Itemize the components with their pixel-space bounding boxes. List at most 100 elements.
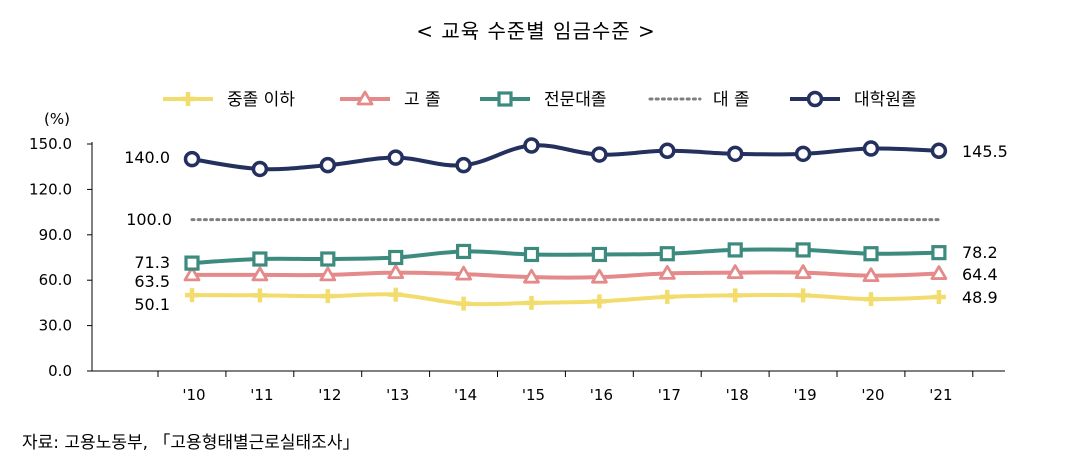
data-point — [456, 243, 472, 260]
data-point — [388, 287, 403, 302]
data-point — [387, 264, 405, 280]
data-point — [658, 264, 676, 280]
data-point — [591, 146, 608, 163]
data-point — [931, 289, 946, 304]
x-tick-label: '14 — [454, 386, 477, 404]
data-point — [931, 245, 947, 261]
legend-item-2: 고 졸 — [340, 90, 441, 110]
data-label-end: 145.5 — [962, 142, 1008, 161]
data-point — [320, 251, 336, 267]
data-point — [591, 246, 608, 263]
series-1 — [185, 287, 946, 311]
series-line — [191, 292, 939, 307]
data-point — [455, 156, 472, 174]
legend-label: 전문대졸 — [544, 90, 607, 110]
legend-marker — [181, 92, 195, 106]
data-label-start: 50.1 — [134, 295, 170, 314]
legend-label: 고 졸 — [404, 90, 441, 110]
legend-item-1: 중졸 이하 — [163, 90, 295, 110]
data-point — [930, 265, 948, 280]
series-5 — [183, 137, 948, 178]
y-tick-label: 0.0 — [48, 362, 72, 380]
data-point — [726, 145, 744, 163]
legend-label: 대 졸 — [713, 90, 750, 110]
legend-marker — [806, 90, 824, 108]
x-tick-label: '10 — [182, 386, 205, 404]
data-point — [728, 288, 743, 303]
x-tick-label: '17 — [658, 386, 681, 404]
data-point — [862, 140, 880, 157]
data-point — [320, 289, 335, 304]
data-label-start: 71.3 — [134, 253, 170, 272]
data-point — [251, 160, 269, 178]
legend-marker — [356, 90, 374, 106]
x-tick-label: '21 — [929, 386, 952, 404]
data-point — [930, 142, 948, 160]
series-line — [192, 270, 939, 280]
y-tick-label: 60.0 — [39, 271, 72, 289]
data-point — [387, 149, 404, 166]
data-point — [319, 266, 337, 282]
data-label-end: 64.4 — [962, 265, 998, 284]
y-tick-label: 30.0 — [39, 317, 72, 335]
data-point — [795, 242, 811, 258]
data-point — [319, 156, 337, 174]
data-point — [726, 264, 744, 280]
x-tick-label: '13 — [386, 386, 409, 404]
data-point — [591, 268, 608, 284]
legend-item-3: 전문대졸 — [480, 90, 607, 110]
x-tick-label: '18 — [726, 386, 749, 404]
data-point — [659, 246, 675, 262]
data-point — [659, 142, 676, 160]
data-point — [796, 288, 811, 303]
y-tick-label: 150.0 — [29, 135, 72, 153]
data-point — [794, 264, 812, 280]
y-tick-label: 120.0 — [29, 180, 72, 198]
data-point — [183, 266, 201, 282]
data-label-start: 63.5 — [134, 272, 170, 291]
data-point — [523, 137, 540, 154]
source-note: 자료: 고용노동부, 「고용형태별근로실태조사」 — [22, 433, 360, 453]
data-point — [524, 295, 539, 310]
x-tick-label: '11 — [250, 386, 273, 404]
data-point — [183, 150, 201, 168]
data-label-start: 100.0 — [126, 210, 172, 229]
x-tick-label: '16 — [590, 386, 613, 404]
legend-marker — [497, 91, 513, 107]
data-point — [863, 246, 879, 262]
legend-label: 중졸 이하 — [227, 90, 295, 110]
data-point — [251, 266, 269, 282]
data-point — [184, 255, 200, 271]
data-point — [388, 249, 404, 266]
series-2 — [183, 264, 948, 284]
data-label-start: 140.0 — [124, 148, 170, 167]
series-line — [191, 247, 939, 266]
x-tick-label: '12 — [318, 386, 341, 404]
data-point — [592, 294, 607, 309]
data-point — [456, 296, 471, 311]
data-point — [252, 288, 267, 303]
data-point — [727, 242, 743, 258]
y-axis-unit: (%) — [44, 110, 70, 128]
data-label-end: 78.2 — [962, 243, 998, 262]
data-point — [660, 289, 675, 304]
chart-title: < 교육 수준별 임금수준 > — [416, 19, 656, 43]
x-tick-label: '19 — [793, 386, 816, 404]
y-tick-label: 90.0 — [39, 226, 72, 244]
data-label-end: 48.9 — [962, 288, 998, 307]
legend-item-5: 대학원졸 — [790, 90, 917, 110]
data-point — [252, 251, 268, 267]
data-point — [455, 265, 473, 281]
data-point — [864, 292, 878, 307]
series-line — [191, 143, 939, 172]
legend-label: 대학원졸 — [854, 90, 917, 110]
data-point — [862, 267, 880, 283]
data-point — [794, 145, 812, 163]
series-3 — [184, 242, 947, 271]
legend-item-4: 대 졸 — [648, 90, 750, 110]
data-point — [185, 288, 199, 303]
x-tick-label: '20 — [861, 386, 884, 404]
data-point — [523, 268, 540, 284]
data-point — [523, 246, 540, 263]
